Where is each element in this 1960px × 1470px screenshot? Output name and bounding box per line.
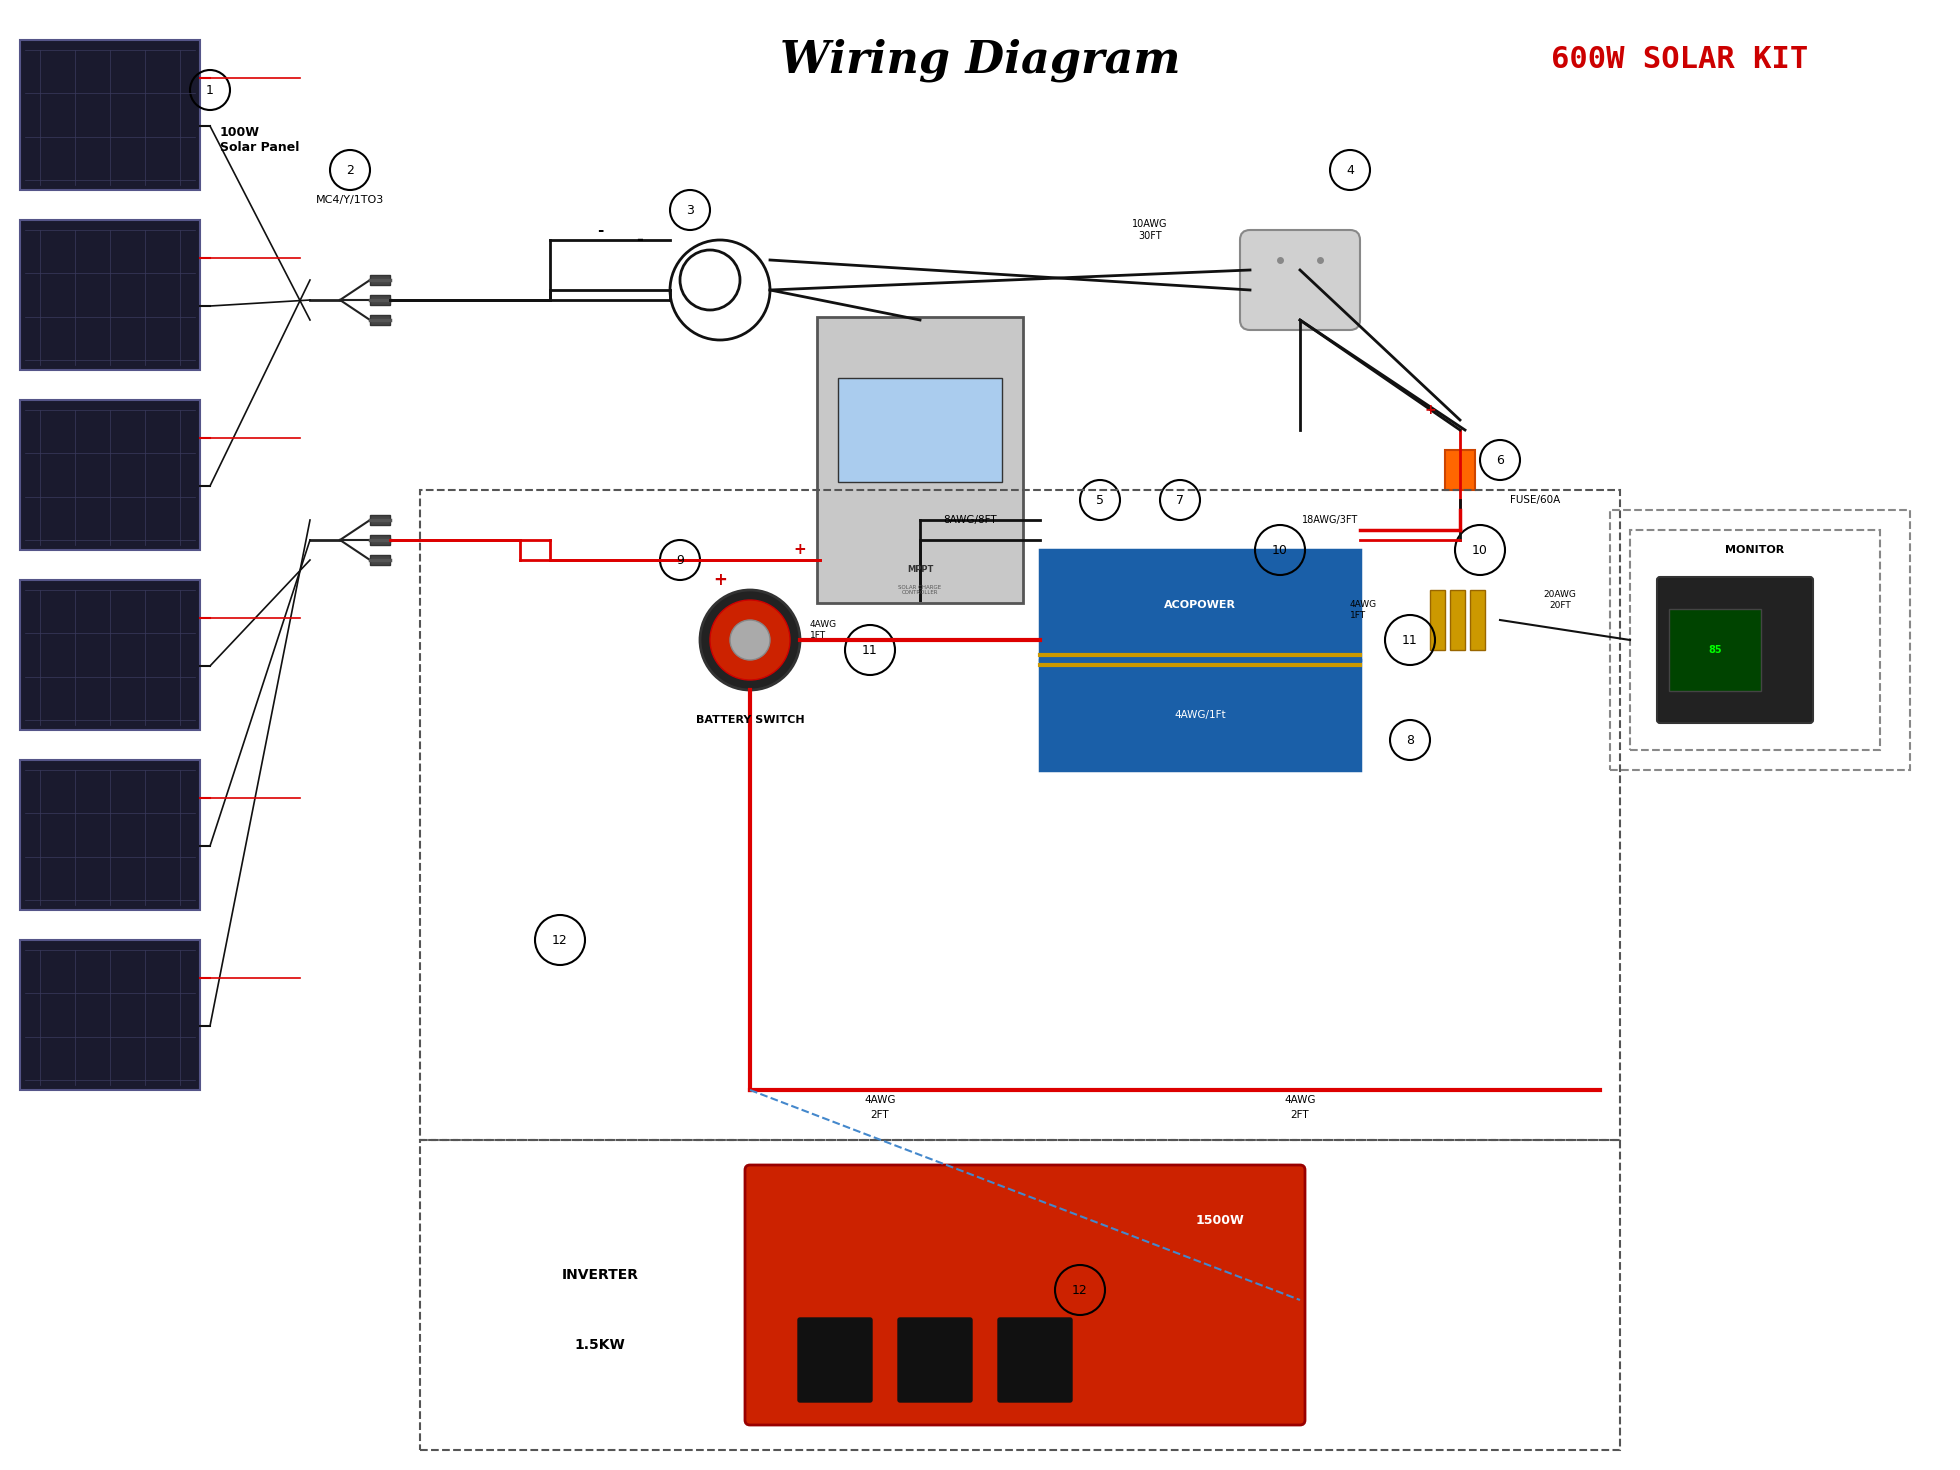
FancyBboxPatch shape	[1241, 229, 1360, 329]
Text: 10: 10	[1272, 544, 1288, 557]
Text: 1500W: 1500W	[1196, 1214, 1245, 1226]
Circle shape	[729, 620, 770, 660]
FancyBboxPatch shape	[20, 939, 200, 1089]
Text: 7: 7	[1176, 494, 1184, 507]
Text: 2FT: 2FT	[1292, 1110, 1309, 1120]
Text: 12: 12	[1072, 1283, 1088, 1297]
FancyBboxPatch shape	[1656, 578, 1813, 723]
FancyBboxPatch shape	[798, 1319, 872, 1402]
FancyBboxPatch shape	[20, 760, 200, 910]
Text: MC4/Y/1TO3: MC4/Y/1TO3	[316, 196, 384, 204]
Text: 85: 85	[1709, 645, 1721, 656]
Text: 10AWG
30FT: 10AWG 30FT	[1133, 219, 1168, 241]
FancyBboxPatch shape	[1450, 589, 1464, 650]
FancyBboxPatch shape	[1041, 550, 1360, 660]
Text: MONITOR: MONITOR	[1725, 545, 1786, 556]
Text: Wiring Diagram: Wiring Diagram	[780, 38, 1180, 82]
Text: 9: 9	[676, 554, 684, 566]
Text: INVERTER: INVERTER	[561, 1269, 639, 1282]
Text: MPPT: MPPT	[907, 566, 933, 575]
Circle shape	[700, 589, 800, 689]
Text: 8AWG/8FT: 8AWG/8FT	[943, 514, 998, 525]
Text: 2: 2	[347, 163, 355, 176]
FancyBboxPatch shape	[1041, 660, 1360, 770]
Text: 4AWG/1Ft: 4AWG/1Ft	[1174, 710, 1225, 720]
FancyBboxPatch shape	[20, 400, 200, 550]
Text: 4: 4	[1347, 163, 1354, 176]
FancyBboxPatch shape	[1470, 589, 1486, 650]
FancyBboxPatch shape	[20, 581, 200, 731]
Text: 8: 8	[1405, 734, 1413, 747]
FancyBboxPatch shape	[898, 1319, 972, 1402]
FancyBboxPatch shape	[1445, 450, 1476, 490]
Text: -: -	[596, 222, 604, 238]
FancyBboxPatch shape	[370, 295, 390, 304]
Text: BATTERY SWITCH: BATTERY SWITCH	[696, 714, 804, 725]
Text: 20AWG
20FT: 20AWG 20FT	[1544, 591, 1576, 610]
FancyBboxPatch shape	[839, 378, 1002, 482]
Text: +: +	[1425, 403, 1437, 417]
FancyBboxPatch shape	[370, 556, 390, 564]
FancyBboxPatch shape	[20, 220, 200, 370]
FancyBboxPatch shape	[20, 40, 200, 190]
Text: +: +	[713, 570, 727, 589]
FancyBboxPatch shape	[998, 1319, 1072, 1402]
Circle shape	[710, 600, 790, 681]
Text: +: +	[794, 542, 806, 557]
FancyBboxPatch shape	[370, 275, 390, 285]
Text: 18AWG/3FT: 18AWG/3FT	[1301, 514, 1358, 525]
Text: 1.5KW: 1.5KW	[574, 1338, 625, 1352]
Text: 12: 12	[553, 933, 568, 947]
FancyBboxPatch shape	[370, 315, 390, 325]
Text: 11: 11	[862, 644, 878, 657]
FancyBboxPatch shape	[370, 535, 390, 545]
Text: 4AWG
1FT: 4AWG 1FT	[1350, 600, 1378, 620]
FancyBboxPatch shape	[1431, 589, 1445, 650]
Text: 3: 3	[686, 203, 694, 216]
FancyBboxPatch shape	[745, 1166, 1305, 1424]
FancyBboxPatch shape	[817, 318, 1023, 603]
Text: SOLAR CHARGE
CONTROLLER: SOLAR CHARGE CONTROLLER	[898, 585, 941, 595]
Text: 6: 6	[1495, 454, 1503, 466]
FancyBboxPatch shape	[1631, 531, 1880, 750]
Text: 4AWG: 4AWG	[864, 1095, 896, 1105]
Text: -: -	[637, 231, 643, 248]
Text: ACOPOWER: ACOPOWER	[1164, 600, 1237, 610]
Text: 11: 11	[1401, 634, 1417, 647]
FancyBboxPatch shape	[1670, 609, 1760, 691]
Text: FUSE/60A: FUSE/60A	[1509, 495, 1560, 506]
Text: 2FT: 2FT	[870, 1110, 890, 1120]
Text: 600W SOLAR KIT: 600W SOLAR KIT	[1552, 46, 1809, 75]
Text: 1: 1	[206, 84, 214, 97]
Text: 100W
Solar Panel: 100W Solar Panel	[220, 126, 300, 154]
FancyBboxPatch shape	[370, 514, 390, 525]
Text: 4AWG
1FT: 4AWG 1FT	[809, 620, 837, 639]
Text: 5: 5	[1096, 494, 1103, 507]
Text: 4AWG: 4AWG	[1284, 1095, 1315, 1105]
Text: 10: 10	[1472, 544, 1488, 557]
